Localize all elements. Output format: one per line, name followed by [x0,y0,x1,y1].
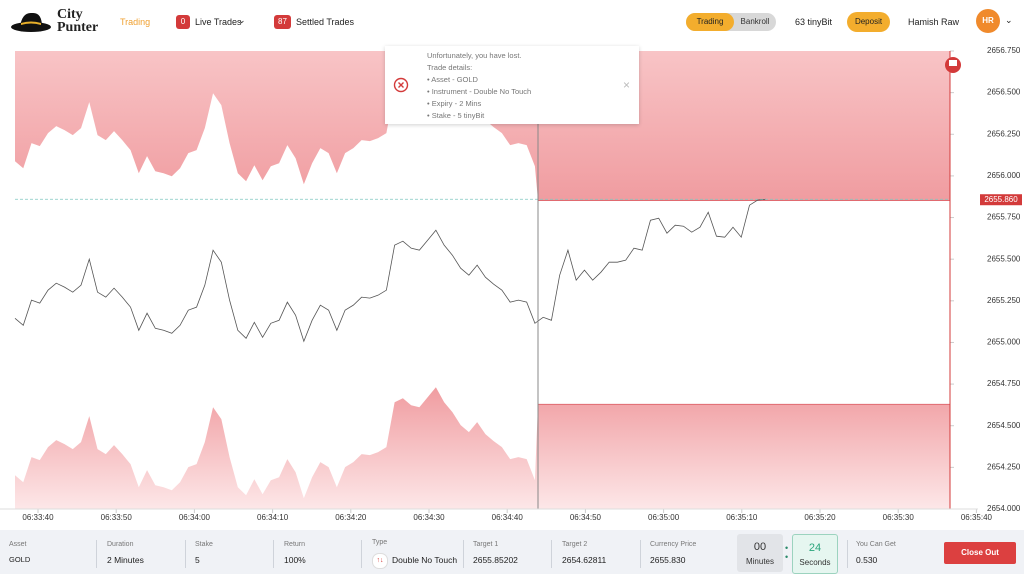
minutes-value: 00 [753,541,767,553]
notification: Unfortunately, you have lost. Trade detai… [385,46,639,124]
notification-line: • Stake - 5 tinyBit [427,111,485,120]
loss-icon [393,77,409,93]
x-tick-label: 06:35:00 [648,513,680,522]
flag-icon [949,60,957,66]
x-tick-label: 06:35:40 [961,513,993,522]
notification-line: Trade details: [427,63,473,72]
logo-text: Punter [57,20,99,35]
type-icon: ↑↓ [372,553,388,569]
upper-barrier-zone [15,51,950,201]
current-price-label: 2655.860 [984,195,1018,204]
divider [185,540,186,568]
footer: Asset GOLD Duration 2 Minutes Stake 5 Re… [0,530,1024,574]
field-value: GOLD [9,555,31,564]
close-out-button[interactable]: Close Out [944,542,1016,564]
lower-barrier-zone [15,387,950,509]
field-value: 5 [195,555,200,565]
x-tick-label: 06:35:30 [883,513,915,522]
y-tick-label: 2655.750 [987,213,1021,222]
divider [640,540,641,568]
notification-line: • Instrument - Double No Touch [427,87,532,96]
close-notification[interactable]: × [623,78,631,92]
field-value: 0.530 [856,555,878,565]
field-label: Type [372,539,388,546]
user-name[interactable]: Hamish Raw [908,17,960,27]
notification-text: Unfortunately, you have lost. Trade detai… [427,50,531,122]
x-tick-label: 06:34:30 [413,513,445,522]
seconds-value: 24 [808,542,822,554]
minutes-box: 00 Minutes [737,534,783,572]
y-tick-label: 2655.000 [987,338,1021,347]
divider [847,540,848,568]
x-tick-label: 06:35:10 [726,513,758,522]
field-label: Currency Price [650,541,697,548]
live-count: 0 [176,15,190,29]
settled-count: 87 [274,15,291,29]
field-label: Asset [9,541,27,548]
y-tick-label: 2656.250 [987,129,1021,138]
y-tick-label: 2654.500 [987,421,1021,430]
x-tick-label: 06:33:50 [101,513,133,522]
y-tick-label: 2655.250 [987,296,1021,305]
x-tick-label: 06:33:40 [22,513,54,522]
field-value: 2655.85202 [473,555,518,565]
seconds-label: Seconds [799,558,831,567]
field-label: Target 2 [562,541,588,548]
avatar[interactable]: HR [976,9,1000,33]
divider [96,540,97,568]
logo-icon [11,12,51,32]
field-label: Duration [107,541,134,548]
nav-settled-trades[interactable]: Settled Trades [296,17,355,27]
notification-line: Unfortunately, you have lost. [427,51,522,60]
toggle-trading[interactable]: Trading [686,13,734,31]
y-tick-label: 2656.750 [987,46,1021,55]
y-tick-label: 2656.500 [987,88,1021,97]
divider [273,540,274,568]
y-tick-label: 2655.500 [987,254,1021,263]
divider [551,540,552,568]
field-label: Return [284,541,306,548]
field-value: 100% [284,555,306,565]
x-tick-label: 06:34:20 [335,513,367,522]
timer-separator: • • [785,543,789,562]
nav-live-trades[interactable]: Live Trades [195,17,242,27]
price-line [14,198,767,343]
chart: 2656.750 2656.500 2656.250 2656.000 2655.750… [0,46,1022,522]
y-tick-label: 2654.000 [987,504,1021,513]
current-price-tag [980,194,1022,206]
y-tick-label: 2654.750 [987,379,1021,388]
field-value: 2655.830 [650,555,686,565]
field-value: 2 Minutes [107,555,144,565]
field-label: You Can Get [856,541,896,548]
field-value: 2654.62811 [562,555,607,565]
x-tick-label: 06:34:00 [179,513,211,522]
logo-text: City [57,7,83,22]
nav-trading[interactable]: Trading [120,17,151,27]
balance: 63 tinyBit [795,17,833,27]
divider [463,540,464,568]
field-value: Double No Touch [392,555,458,565]
notification-line: • Asset - GOLD [427,75,478,84]
x-tick-label: 06:34:10 [257,513,289,522]
field-label: Target 1 [473,541,499,548]
x-tick-label: 06:34:40 [492,513,524,522]
x-tick-label: 06:34:50 [570,513,602,522]
toggle-bankroll[interactable]: Bankroll [740,17,770,26]
header: City Punter Trading 0 Live Trades ⌄ 87 S… [0,0,1024,42]
chevron[interactable]: ⌄ [238,15,246,25]
x-tick-label: 06:35:20 [804,513,836,522]
notification-line: • Expiry - 2 Mins [427,99,482,108]
deposit-button[interactable]: Deposit [847,12,890,32]
divider [361,540,362,568]
y-tick-label: 2654.250 [987,462,1021,471]
seconds-box: 24 Seconds [792,534,838,574]
field-label: Stake [195,541,213,548]
chevron[interactable]: ⌄ [1005,15,1013,25]
y-tick-label: 2656.000 [987,171,1021,180]
minutes-label: Minutes [745,557,774,566]
